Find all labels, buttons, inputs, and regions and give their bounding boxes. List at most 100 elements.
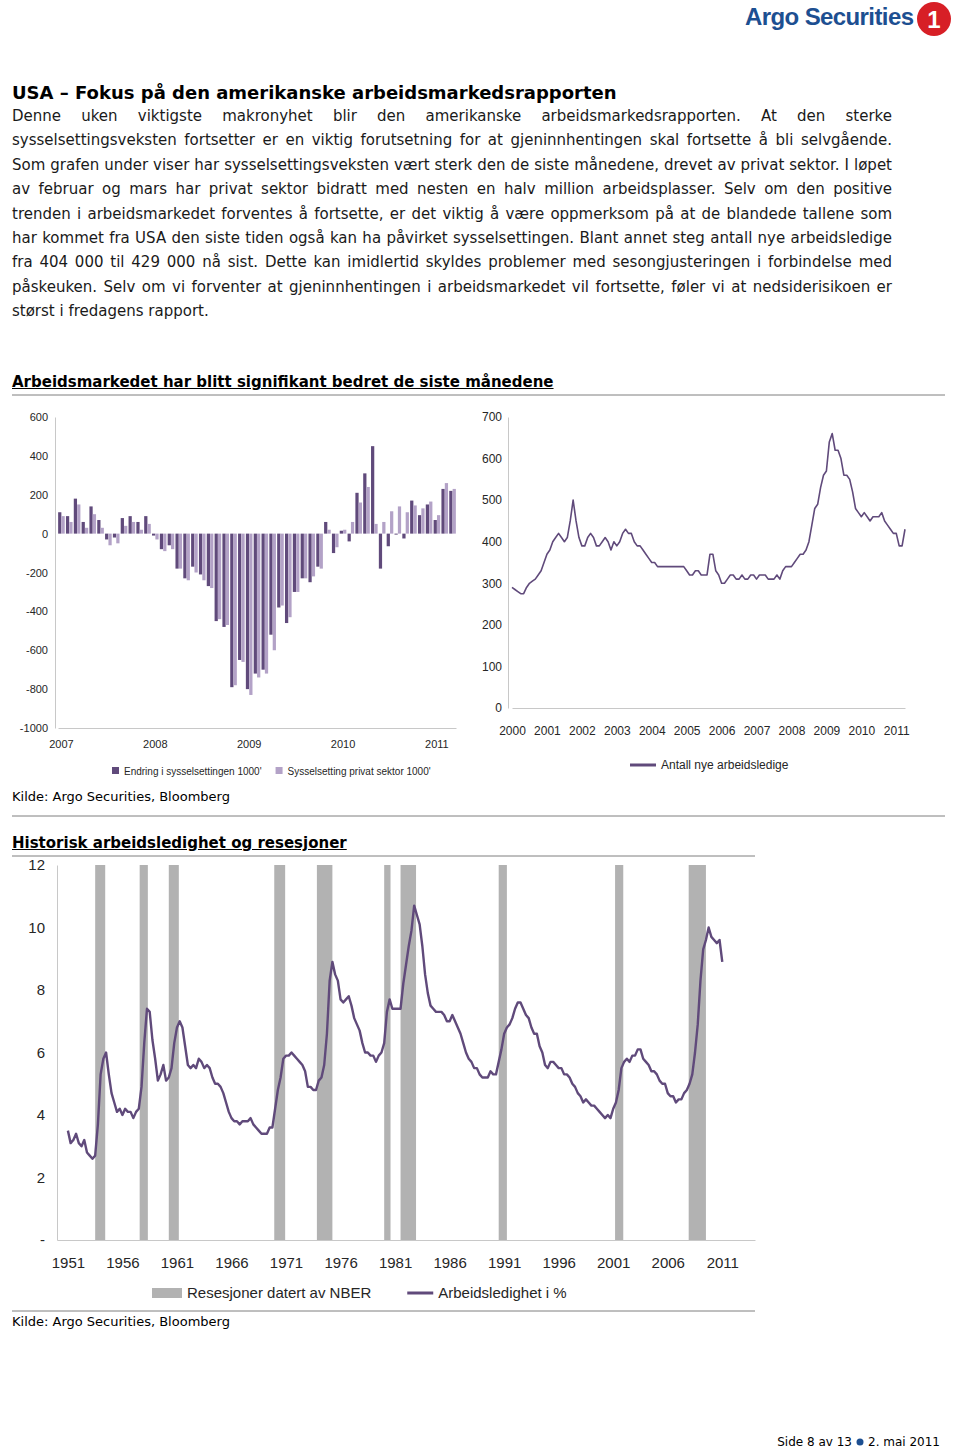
- tick-label: 1966: [215, 1254, 248, 1271]
- tick-label: 2007: [744, 724, 771, 738]
- tick: -: [40, 1231, 57, 1248]
- tick-label: 1996: [543, 1254, 576, 1271]
- tick: 12: [28, 856, 57, 873]
- bar: [246, 534, 249, 690]
- bar: [179, 534, 182, 569]
- tick-label: 600: [30, 411, 48, 423]
- tick: 200: [482, 618, 508, 632]
- tick: 200: [30, 489, 55, 501]
- recession-band: [689, 865, 706, 1240]
- tick-label: 2004: [639, 724, 666, 738]
- bar: [124, 526, 127, 534]
- tick: 10: [28, 919, 57, 936]
- tick: -600: [26, 644, 55, 656]
- bar: [136, 522, 139, 534]
- bar: [301, 534, 304, 579]
- tick: 700: [482, 410, 508, 424]
- bar: [374, 524, 377, 534]
- bar: [85, 528, 88, 534]
- bar-series: [62, 483, 456, 695]
- tick: 2003: [604, 708, 631, 738]
- tick-label: 1981: [379, 1254, 412, 1271]
- bar: [414, 505, 417, 533]
- bar: [312, 534, 315, 577]
- body-text: Denne uken viktigste makronyhet blir den…: [12, 104, 892, 324]
- bar: [429, 502, 432, 534]
- rule: [12, 395, 945, 396]
- bar: [218, 534, 221, 620]
- tick: 1981: [379, 1240, 412, 1271]
- legend-item: Antall nye arbeidsledige: [630, 758, 789, 772]
- tick-label: 1956: [106, 1254, 139, 1271]
- bar: [410, 501, 413, 534]
- tick-label: 1971: [270, 1254, 303, 1271]
- tick-label: 1986: [433, 1254, 466, 1271]
- tick: 2006: [709, 708, 736, 738]
- bar: [257, 534, 260, 678]
- figure-heading: Historisk arbeidsledighet og resesjoner: [12, 834, 347, 852]
- legend-swatch: [407, 1292, 433, 1295]
- tick: -800: [26, 683, 55, 695]
- tick: 600: [482, 452, 508, 466]
- legend-swatch: [276, 767, 283, 774]
- tick: 1996: [543, 1240, 576, 1271]
- bar: [62, 516, 65, 533]
- bar: [97, 520, 100, 534]
- recession-band: [384, 865, 390, 1240]
- bar: [359, 503, 362, 534]
- tick: 2007: [744, 708, 771, 738]
- tick-label: 400: [30, 450, 48, 462]
- legend-label: Arbeidsledighet i %: [438, 1284, 566, 1301]
- bar: [327, 530, 330, 534]
- bar: [89, 506, 92, 533]
- tick-label: 200: [482, 618, 502, 632]
- tick-label: 2001: [534, 724, 561, 738]
- bar: [277, 534, 280, 608]
- tick-label: 10: [28, 919, 45, 936]
- legend-item: Arbeidsledighet i %: [407, 1284, 566, 1301]
- legend-item: Resesjoner datert av NBER: [152, 1284, 371, 1301]
- tick-label: 2011: [425, 738, 449, 750]
- y-axis: -1000-800-600-400-2000200400600: [20, 411, 56, 734]
- tick-label: -200: [26, 567, 48, 579]
- bar: [194, 534, 197, 573]
- bar: [324, 522, 327, 534]
- rule: [12, 1311, 755, 1312]
- tick-label: 6: [37, 1044, 45, 1061]
- footer-dot: [857, 1439, 864, 1446]
- bar: [332, 534, 335, 553]
- bar: [226, 534, 229, 625]
- figure-heading: Arbeidsmarkedet har blitt signifikant be…: [12, 373, 554, 391]
- recession-band: [95, 865, 105, 1240]
- bar: [437, 515, 440, 533]
- bar: [215, 534, 218, 621]
- tick-label: 2010: [331, 738, 355, 750]
- tick-label: 12: [28, 856, 45, 873]
- tick: 0: [42, 528, 55, 540]
- bar: [288, 534, 291, 618]
- bar: [367, 487, 370, 534]
- logo-mark: 1: [927, 6, 940, 33]
- bar: [249, 534, 252, 695]
- bar: [144, 516, 147, 533]
- tick-label: 400: [482, 535, 502, 549]
- tick: 1986: [433, 1240, 466, 1271]
- tick-label: 2008: [779, 724, 806, 738]
- tick-label: -: [40, 1231, 45, 1248]
- x-axis: 1951195619611966197119761981198619911996…: [52, 1240, 756, 1271]
- bar: [140, 530, 143, 534]
- bar: [453, 489, 456, 534]
- bar: [168, 534, 171, 546]
- chart: -1000-800-600-400-2000200400600200720082…: [20, 411, 457, 776]
- tick: 0: [495, 701, 508, 715]
- bar: [421, 508, 424, 533]
- bar: [262, 534, 265, 670]
- tick-label: 1961: [161, 1254, 194, 1271]
- legend-label: Sysselsetting privat sektor 1000': [288, 766, 431, 777]
- tick: 2005: [674, 708, 701, 738]
- tick: 2011: [707, 1240, 739, 1271]
- tick-label: 500: [482, 493, 502, 507]
- bar: [148, 524, 151, 534]
- bar: [269, 534, 272, 635]
- line: [68, 906, 722, 1159]
